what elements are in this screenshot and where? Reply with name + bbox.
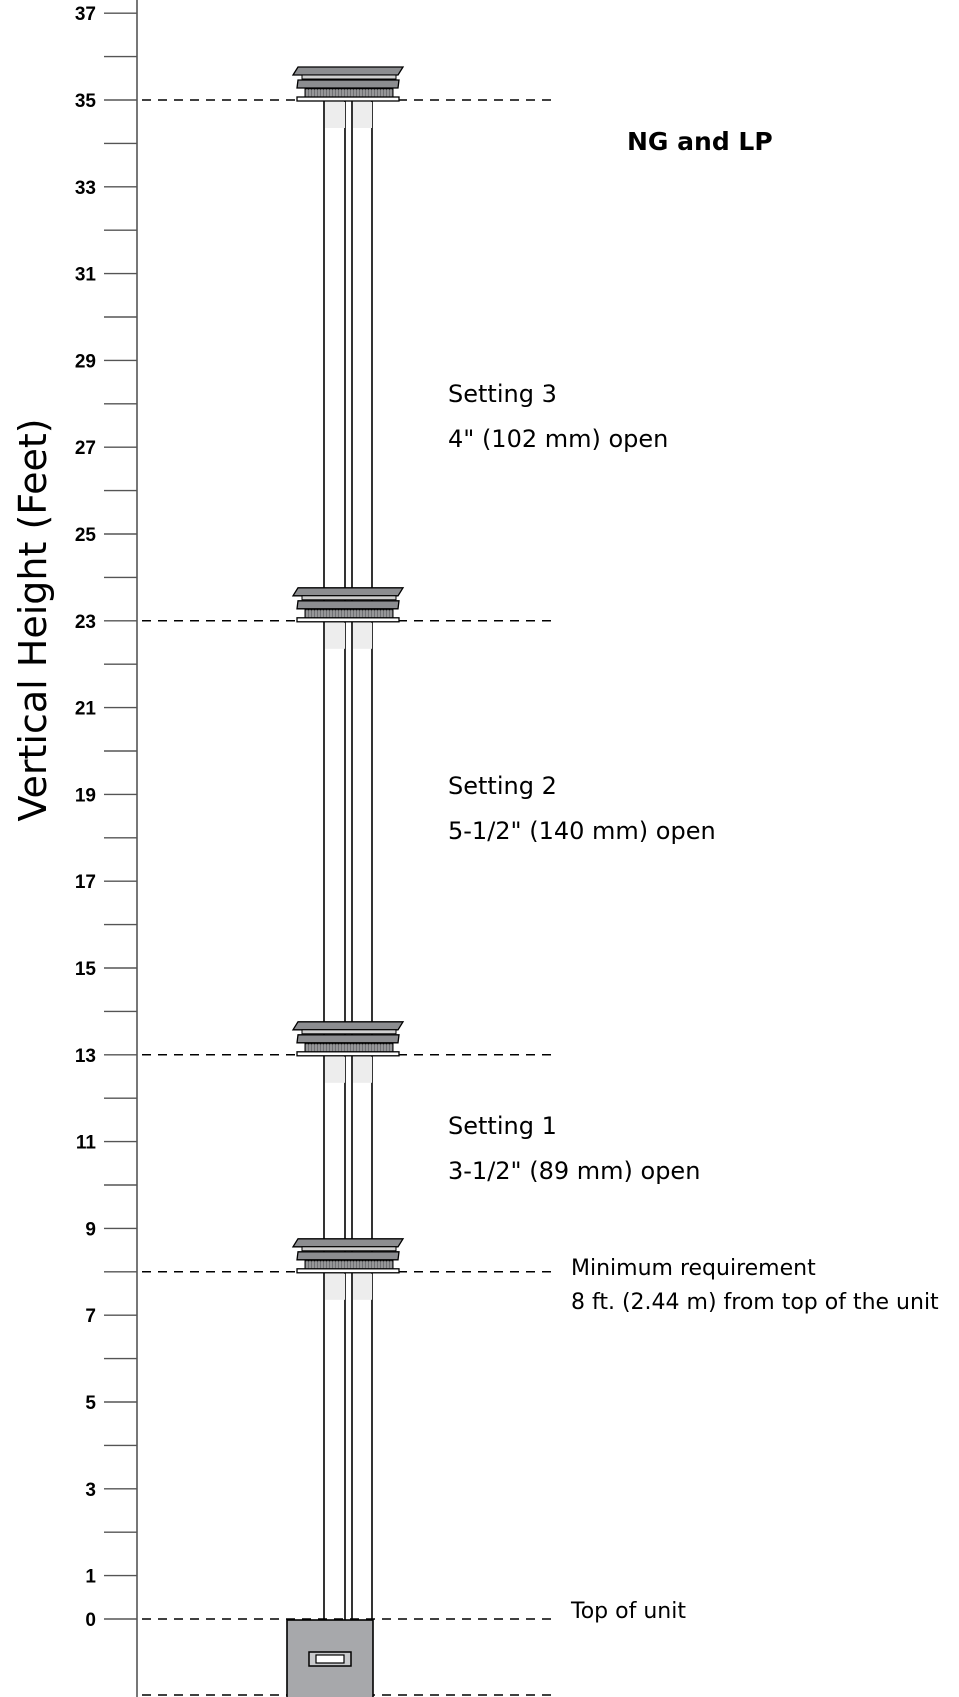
axis-tick-label: 0 [85, 1610, 96, 1631]
setting-2-opening: 5-1/2" (140 mm) open [448, 817, 716, 845]
axis-tick-label: 5 [85, 1393, 96, 1414]
vent-cap [291, 66, 405, 128]
vent-pipe [323, 100, 373, 1620]
axis-ticks [104, 12, 137, 1620]
axis-tick-label: 7 [85, 1306, 96, 1327]
axis-tick-label: 35 [75, 91, 97, 112]
axis-tick-label: 11 [76, 1133, 97, 1154]
axis-tick-label: 21 [75, 699, 97, 720]
axis-tick-label: 25 [75, 525, 97, 546]
axis-tick-label: 13 [75, 1046, 96, 1067]
setting-2-name: Setting 2 [448, 772, 557, 800]
axis-tick-label: 1 [85, 1567, 96, 1588]
vent-cap [291, 1238, 405, 1300]
axis-tick-label: 27 [75, 438, 96, 459]
axis-tick-label: 19 [75, 785, 96, 806]
fuel-type-heading: NG and LP [627, 127, 773, 156]
axis-tick-label: 33 [75, 178, 96, 199]
vent-cap [291, 587, 405, 649]
axis-tick-label: 17 [75, 872, 96, 893]
setting-3-opening: 4" (102 mm) open [448, 425, 668, 453]
top-of-unit-label: Top of unit [570, 1599, 686, 1624]
axis-tick-label: 29 [75, 351, 96, 372]
minimum-requirement-title: Minimum requirement [571, 1256, 816, 1281]
axis-tick-label: 15 [75, 959, 97, 980]
axis-tick-label: 9 [85, 1219, 96, 1240]
vent-cap [291, 1021, 405, 1083]
axis-tick-label: 31 [75, 265, 97, 286]
vent-terminations [291, 66, 405, 1300]
setting-1-name: Setting 1 [448, 1112, 557, 1140]
setting-3-name: Setting 3 [448, 380, 557, 408]
axis-tick-label: 3 [85, 1480, 96, 1501]
unit-box [286, 1619, 374, 1697]
minimum-requirement-detail: 8 ft. (2.44 m) from top of the unit [571, 1290, 939, 1315]
axis-tick-label: 23 [75, 612, 96, 633]
setting-1-opening: 3-1/2" (89 mm) open [448, 1157, 700, 1185]
axis-tick-label: 37 [75, 4, 96, 25]
reference-lines [142, 99, 555, 1696]
axis-title: Vertical Height (Feet) [11, 418, 55, 821]
